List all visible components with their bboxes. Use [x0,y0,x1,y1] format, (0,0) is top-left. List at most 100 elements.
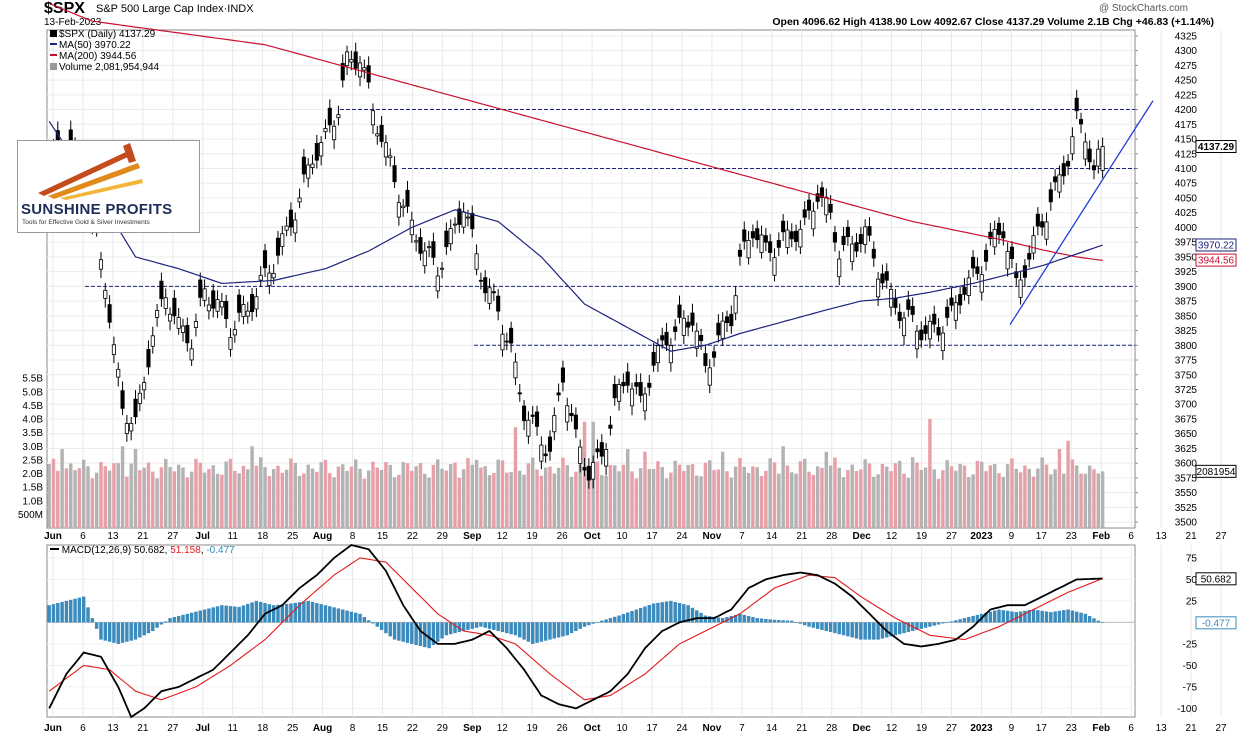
candle-body [241,304,246,317]
macd-hist-bar [746,615,751,623]
volume-bar [971,474,975,528]
x-tick-label: 9 [1009,531,1015,542]
volume-bar [220,474,224,528]
volume-bar [250,446,254,528]
macd-hist-bar [872,622,876,640]
volume-bar [859,469,863,528]
volume-bar [159,467,164,528]
candle-body [353,51,358,69]
macd-hist-bar [988,611,993,623]
x-tick-label: 19 [527,531,539,542]
candle-body [984,249,989,262]
volume-bar [297,475,302,528]
volume-bar [280,472,285,528]
candle-body [673,326,678,332]
volume-bar [496,459,500,528]
legend-ma200: MA(200) 3944.56 [50,51,159,62]
x-tick-label: 21 [137,531,149,542]
candle-body [884,271,889,281]
macd-hist-bar [643,606,647,623]
candle-body [448,228,453,245]
candle-body [837,258,842,278]
price-panel-frame [46,29,1136,529]
candle-body [629,388,635,407]
price-y-label: 3775 [1175,356,1198,367]
candle-body [1048,189,1053,203]
volume-bar [73,470,77,528]
macd-hist-bar [487,622,492,629]
macd-hist-bar [695,610,699,623]
candle-body [906,299,911,310]
volume-bar [988,465,993,528]
candle-body [232,329,237,336]
candle-body [228,337,233,350]
macd-hist-bar [1079,612,1083,623]
candle-body [422,250,427,267]
volume-bar [1096,473,1101,528]
price-y-label: 4075 [1175,179,1198,190]
volume-bar [915,462,919,528]
candle-body [237,294,242,313]
candle-body [949,297,954,306]
macd-hist-bar [518,622,522,638]
volume-bar [418,463,423,528]
volume-bar [824,451,829,528]
legend-spx-swatch [50,30,57,37]
volume-bar [388,464,392,528]
volume-y-label: 4.5B [22,401,43,412]
candle-body [452,223,458,226]
macd-hist-bar [604,619,608,623]
candle-body [1027,253,1032,260]
macd-hist-bar [543,622,548,641]
macd-hist-bar [289,603,293,623]
macd-hist-bar [479,622,483,627]
candle-body [1040,221,1045,228]
candle-body [828,203,833,213]
candle-body [776,240,781,248]
candle-body [534,411,540,427]
volume-bar [466,458,470,528]
macd-hist-bar [107,622,112,642]
x-tick-label: 15 [377,531,389,542]
candle-body [858,234,863,245]
macd-hist-bar [60,601,64,623]
candle-body [880,273,885,284]
volume-bar [880,463,885,528]
candle-body [651,352,656,366]
volume-bar [863,459,867,528]
candle-body [487,287,492,304]
macd-hist-bar [271,605,276,623]
price-y-label: 4250 [1175,76,1198,87]
candle-body [176,316,181,329]
macd-hist-bar [764,618,768,623]
macd-hist-bar [77,597,82,623]
macd-hist-bar [505,622,509,634]
macd-hist-bar [600,620,604,623]
volume-bar [954,470,958,528]
volume-bar [755,467,759,528]
volume-bar [1040,457,1044,528]
candle-body [465,216,470,219]
price-y-label: 3750 [1175,370,1198,381]
x-tick-label: 8 [350,531,356,542]
macd-hist-bar [414,622,418,645]
candle-body [996,222,1002,235]
volume-bar [690,464,695,528]
price-y-label: 3850 [1175,311,1198,322]
macd-hist-bar [1049,612,1053,623]
macd-hist-bar [941,622,945,624]
volume-bar [107,470,112,528]
macd-hist-bar [302,601,306,623]
candle-body [724,316,730,323]
volume-bar [202,472,207,528]
macd-hist-bar [673,601,677,623]
candle-body [560,367,565,383]
macd-legend: MACD(12,26,9) 50.682, 51.158, -0.477 [50,545,235,556]
x-tick-label: Sep [463,531,481,542]
volume-bar [487,475,492,528]
candle-body [163,297,168,309]
volume-bar [893,463,898,528]
macd-y-label: -50 [1183,661,1198,672]
candle-body [180,325,186,333]
macd-value-label-box [1195,572,1237,586]
